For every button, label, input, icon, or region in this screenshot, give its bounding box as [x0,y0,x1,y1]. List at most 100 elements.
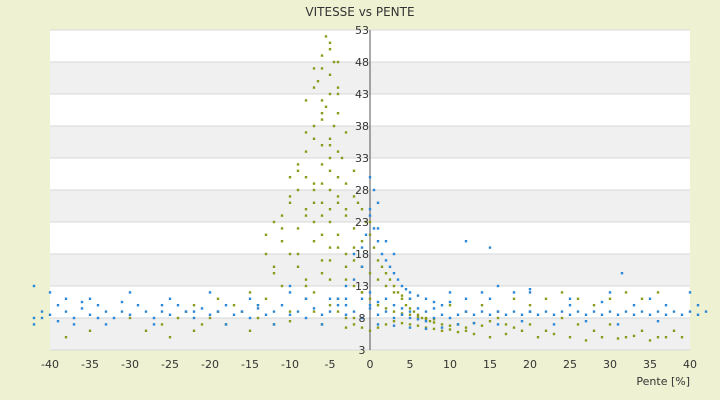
data-point [304,150,308,153]
data-point [424,316,428,320]
data-point [472,313,476,316]
data-point [544,310,548,313]
data-point [608,310,612,313]
data-point [592,310,596,313]
data-point [480,291,484,294]
data-point [424,318,428,321]
data-point [336,201,340,204]
data-point [356,201,360,204]
data-point [392,316,396,320]
data-point [528,291,532,294]
data-point [72,323,76,326]
data-point [376,313,380,316]
data-point [80,307,84,310]
data-point [316,80,320,83]
data-point [320,99,324,102]
data-point [344,182,348,185]
data-point [256,304,260,307]
data-point [336,112,340,115]
data-point [336,86,340,89]
data-point [208,313,212,316]
data-point [128,316,132,320]
data-point [560,291,564,294]
data-point [464,310,468,313]
data-point [456,313,460,316]
data-point [440,304,444,307]
data-point [360,246,364,249]
data-point [288,313,292,316]
data-point [288,252,292,256]
data-point [352,278,356,281]
data-point [400,312,404,315]
data-point [80,300,84,304]
data-point [232,313,236,316]
x-tick-label: -15 [241,358,259,371]
data-point [528,304,532,307]
data-point [536,336,540,339]
data-point [304,131,308,134]
data-point [384,240,388,243]
data-point [248,316,252,320]
data-point [568,304,572,307]
data-point [312,240,316,243]
data-point [408,326,412,329]
data-point [288,320,292,323]
x-tick-label: -35 [81,358,99,371]
data-point [640,310,644,313]
data-point [392,272,396,275]
data-point [272,323,276,326]
data-point [328,304,332,307]
data-point [656,336,660,339]
y-tick-label: 33 [355,152,369,165]
data-point [312,201,316,204]
data-point [320,67,324,70]
data-point [304,214,308,217]
data-point [296,310,300,313]
data-point [352,284,356,288]
data-point [264,233,268,236]
data-point [592,329,596,332]
data-point [496,316,500,320]
data-point [504,332,508,336]
data-point [104,310,108,313]
data-point [368,220,372,224]
data-point [408,297,412,300]
data-point [680,336,684,339]
data-point [360,208,364,211]
data-point [400,297,404,300]
data-point [288,195,292,198]
data-point [312,124,316,128]
data-point [320,272,324,275]
data-point [344,297,348,300]
data-point [388,278,392,281]
data-point [320,182,324,185]
data-point [408,316,412,320]
data-point [412,310,416,313]
data-point [232,304,236,307]
y-tick-label: 53 [355,24,369,37]
data-point [344,316,348,320]
data-point [376,304,380,307]
data-point [328,246,332,249]
data-point [360,240,364,243]
data-point [328,41,332,44]
data-point [656,320,660,323]
data-point [568,297,572,300]
data-point [344,304,348,307]
data-point [488,246,492,249]
data-point [372,188,376,192]
data-point [496,323,500,326]
data-point [688,291,692,294]
data-point [128,291,132,294]
data-point [368,297,372,300]
data-point [288,201,292,204]
data-point [404,304,408,307]
data-point [672,310,676,313]
data-point [352,252,356,256]
data-point [280,304,284,307]
data-point [384,297,388,300]
data-point [400,313,404,316]
data-point [200,323,204,326]
data-point [552,332,556,336]
